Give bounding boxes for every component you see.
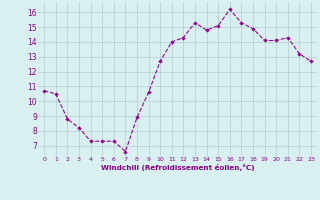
X-axis label: Windchill (Refroidissement éolien,°C): Windchill (Refroidissement éolien,°C) [101, 164, 254, 171]
